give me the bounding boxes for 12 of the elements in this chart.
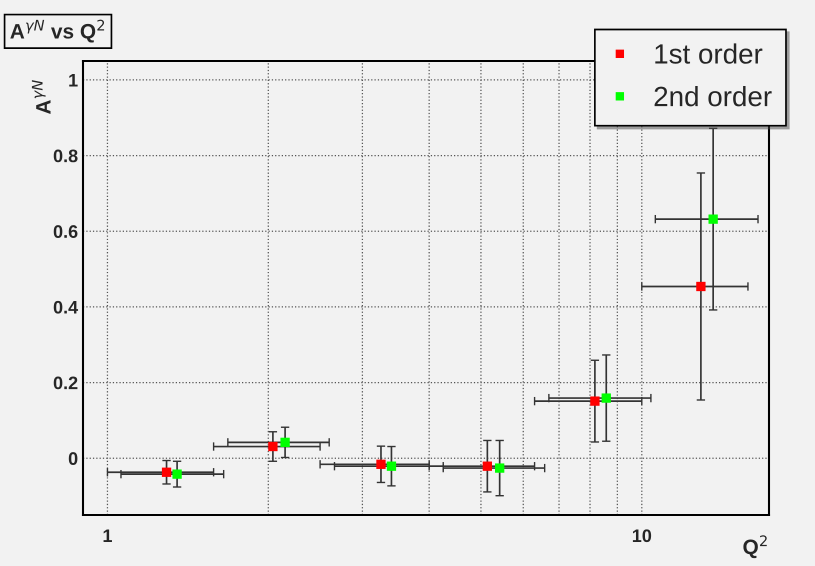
legend-label: 1st order xyxy=(655,43,762,64)
x-axis-title: Q$^{2}$ xyxy=(743,535,767,558)
y-tick-label: 0.2 xyxy=(54,376,78,390)
y-tick-label: 0.6 xyxy=(54,225,78,238)
y-axis-title: A$^{γN}$ xyxy=(32,80,51,114)
y-tick-label: 0.8 xyxy=(54,150,78,162)
x-tick-label: 10 xyxy=(632,529,652,542)
legend-label: 2nd order xyxy=(654,86,772,106)
y-tick-label: 0.4 xyxy=(54,300,78,314)
y-tick-label: 1 xyxy=(69,74,78,86)
chart-title: A$^{γN}$ vs Q$^{2}$ xyxy=(10,20,104,43)
y-tick-label: 0 xyxy=(68,452,78,465)
